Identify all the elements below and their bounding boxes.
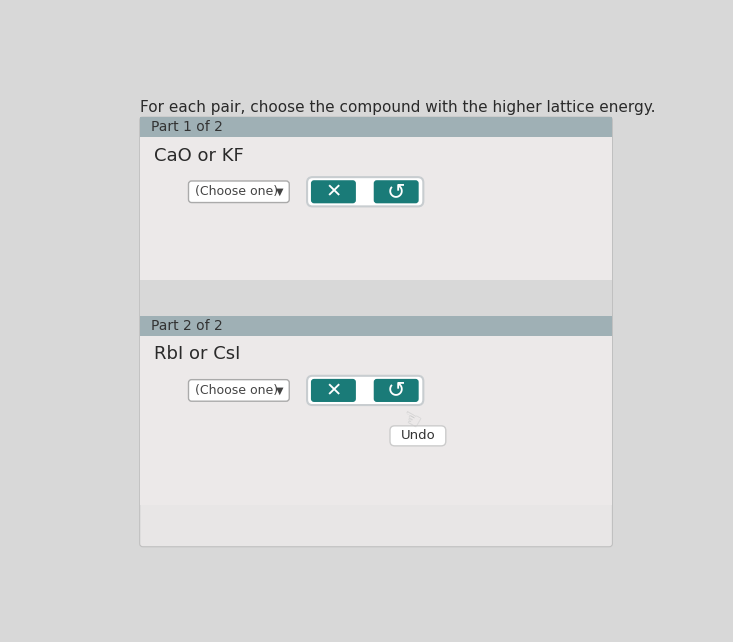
- Text: ▼: ▼: [276, 385, 284, 395]
- Bar: [140, 117, 613, 137]
- Text: ↺: ↺: [387, 381, 405, 401]
- Bar: [140, 316, 613, 336]
- FancyBboxPatch shape: [374, 379, 419, 402]
- Bar: [140, 279, 613, 316]
- Text: For each pair, choose the compound with the higher lattice energy.: For each pair, choose the compound with …: [140, 100, 655, 115]
- Text: ↺: ↺: [387, 182, 405, 202]
- FancyBboxPatch shape: [311, 180, 356, 204]
- Text: ☜: ☜: [396, 406, 423, 434]
- FancyBboxPatch shape: [140, 117, 613, 547]
- FancyBboxPatch shape: [311, 379, 356, 402]
- Text: Undo: Undo: [400, 429, 435, 442]
- FancyBboxPatch shape: [188, 379, 290, 401]
- Bar: [140, 137, 613, 279]
- Text: (Choose one): (Choose one): [195, 186, 278, 198]
- FancyBboxPatch shape: [307, 177, 424, 206]
- FancyBboxPatch shape: [188, 181, 290, 202]
- FancyBboxPatch shape: [374, 180, 419, 204]
- Text: (Choose one): (Choose one): [195, 384, 278, 397]
- Text: ✕: ✕: [325, 182, 342, 202]
- Text: ✕: ✕: [325, 381, 342, 400]
- FancyBboxPatch shape: [307, 376, 424, 405]
- Text: Part 1 of 2: Part 1 of 2: [150, 120, 222, 134]
- Bar: [140, 336, 613, 505]
- Text: CaO or KF: CaO or KF: [154, 148, 243, 166]
- Text: ▼: ▼: [276, 187, 284, 196]
- Text: RbI or CsI: RbI or CsI: [154, 345, 240, 363]
- Text: Part 2 of 2: Part 2 of 2: [150, 318, 222, 333]
- FancyBboxPatch shape: [390, 426, 446, 446]
